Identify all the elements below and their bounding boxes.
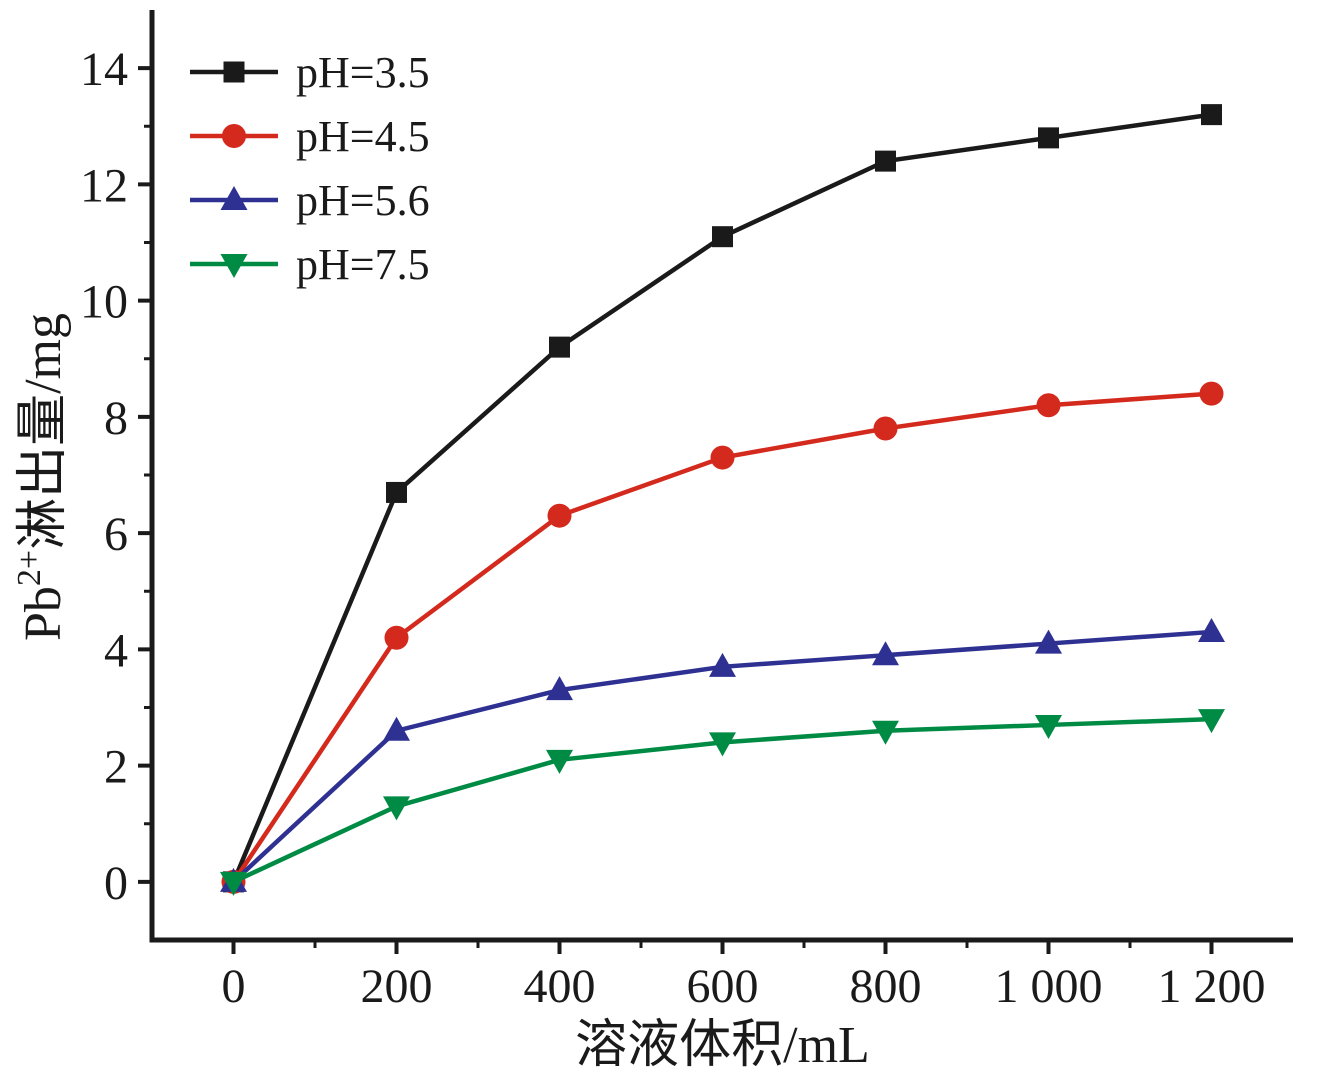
axis-frame [149, 10, 1293, 943]
axes: 0 200 400 600 800 1 000 1 200 0 2 4 6 8 10 12 14 溶液体积/m… [11, 10, 1293, 1074]
data-point-circle [384, 625, 409, 650]
y-tick-label: 14 [80, 43, 128, 96]
series-pH=7.5 [220, 709, 1225, 896]
data-point-triangle-down [872, 720, 899, 745]
legend-item: pH=4.5 [190, 112, 430, 161]
y-tick-label: 6 [104, 508, 128, 561]
legend-marker-circle [222, 124, 246, 148]
y-tick-label: 12 [80, 159, 128, 212]
series-pH=5.6 [220, 617, 1225, 892]
data-point-square [712, 226, 733, 248]
data-point-square [386, 481, 407, 503]
x-tick-label: 1 000 [995, 960, 1103, 1013]
y-tick-label: 0 [104, 857, 128, 910]
y-tick-label: 8 [104, 392, 128, 445]
data-point-triangle-down [383, 796, 410, 821]
series-pH=4.5 [221, 381, 1224, 894]
data-point-square [875, 150, 896, 172]
data-point-triangle-up [1035, 629, 1062, 654]
x-tick-label: 600 [687, 960, 759, 1013]
x-tick-label: 800 [850, 960, 922, 1013]
data-point-triangle-down [1035, 714, 1062, 739]
legend-marker-square [223, 61, 245, 83]
legend-item: pH=3.5 [190, 48, 430, 97]
x-tick-label: 0 [222, 960, 246, 1013]
legend-item: pH=7.5 [190, 240, 430, 289]
data-point-triangle-down [220, 871, 247, 896]
y-tick-label: 4 [104, 624, 128, 677]
data-point-square [1038, 127, 1059, 149]
legend: pH=3.5 pH=4.5 pH=5.6 pH=7.5 [190, 48, 430, 289]
data-point-triangle-up [383, 716, 410, 741]
legend-label: pH=3.5 [296, 48, 430, 97]
data-point-triangle-down [709, 732, 736, 757]
y-axis-title: Pb2+淋出量/mg [11, 313, 72, 641]
y-tick-label: 2 [104, 741, 128, 794]
legend-label: pH=7.5 [296, 240, 430, 289]
legend-marker-triangle-up [220, 186, 248, 210]
legend-label: pH=4.5 [296, 112, 430, 161]
x-tick-label: 400 [524, 960, 596, 1013]
data-point-triangle-up [872, 641, 899, 666]
data-point-circle [1199, 381, 1224, 406]
x-tick-label: 200 [361, 960, 433, 1013]
data-point-triangle-down [546, 749, 573, 774]
legend-label: pH=5.6 [296, 176, 430, 225]
series-group [220, 104, 1225, 896]
data-point-triangle-down [1198, 709, 1225, 734]
data-point-circle [710, 445, 735, 470]
x-tick-label: 1 200 [1158, 960, 1266, 1013]
data-point-circle [873, 416, 898, 441]
legend-item: pH=5.6 [190, 176, 430, 225]
data-point-triangle-up [546, 676, 573, 701]
data-point-triangle-up [709, 652, 736, 677]
data-point-circle [547, 503, 572, 528]
data-point-square [549, 336, 570, 358]
x-axis-title: 溶液体积/mL [575, 1017, 870, 1074]
y-tick-label: 10 [80, 276, 128, 329]
data-point-triangle-up [1198, 617, 1225, 642]
data-point-circle [1036, 393, 1061, 418]
data-point-square [1201, 104, 1222, 126]
legend-marker-triangle-down [220, 254, 248, 278]
